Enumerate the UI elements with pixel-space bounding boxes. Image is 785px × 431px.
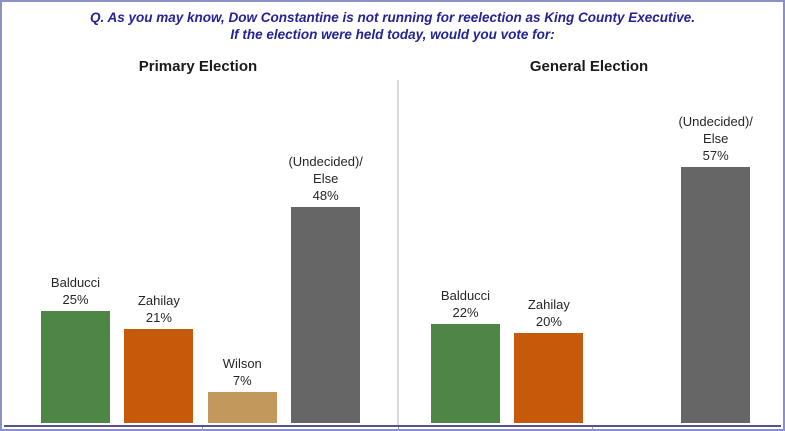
bar-label: (Undecided)/Else 57%: [636, 113, 783, 164]
bar-label-line: 57%: [702, 147, 729, 163]
bar-label-line: (Undecided)/: [288, 154, 363, 169]
axis-tick: [398, 427, 399, 429]
bar-general-election-undecided: [681, 166, 751, 423]
question-title-line2: If the election were held today, would y…: [230, 27, 555, 42]
bar-label-line: (Undecided)/: [678, 113, 753, 129]
bar-label: Balducci 25%: [2, 274, 155, 308]
bar-label-line: 21%: [145, 309, 172, 325]
question-title: Q. As you may know, Dow Constantine is n…: [2, 9, 783, 43]
bar-primary-election-wilson: [207, 391, 277, 423]
bar-label-line: 22%: [452, 305, 479, 320]
bar-primary-election-zahilay: [124, 328, 194, 423]
bar-label-line: Zahilay: [527, 297, 570, 312]
bar-label-line: 25%: [62, 291, 89, 307]
bar-label-line: Balducci: [50, 274, 101, 290]
bar-general-election-balducci: [431, 324, 500, 423]
bar-label: Balducci 22%: [386, 287, 545, 321]
general-election-header: General Election: [529, 58, 649, 75]
bar-label-line: Else: [313, 171, 339, 186]
axis-tick: [592, 427, 593, 429]
bar-label: Zahilay 20%: [469, 296, 628, 330]
bar-label-line: Else: [703, 130, 729, 146]
bar-label: Zahilay 21%: [79, 292, 238, 326]
bar-label-line: 48%: [312, 188, 339, 203]
bar-label: Wilson 7%: [163, 355, 322, 389]
bar-primary-election-undecided: [291, 207, 361, 423]
question-title-line1: Q. As you may know, Dow Constantine is n…: [89, 10, 696, 25]
bar-label-line: Zahilay: [137, 292, 180, 308]
bar-general-election-zahilay: [514, 333, 584, 423]
axis-tick: [202, 427, 203, 429]
bar-label-line: 7%: [232, 372, 252, 388]
primary-election-header: Primary Election: [138, 58, 258, 75]
bar-label-line: Wilson: [222, 355, 262, 371]
bar-label-line: 20%: [535, 314, 562, 329]
category-axis-line: [4, 425, 781, 427]
bar-primary-election-balducci: [41, 310, 110, 423]
bar-label: (Undecided)/ Else 48%: [246, 153, 405, 204]
panel-divider-line: [397, 80, 399, 426]
bar-label-line: Balducci: [440, 288, 491, 303]
